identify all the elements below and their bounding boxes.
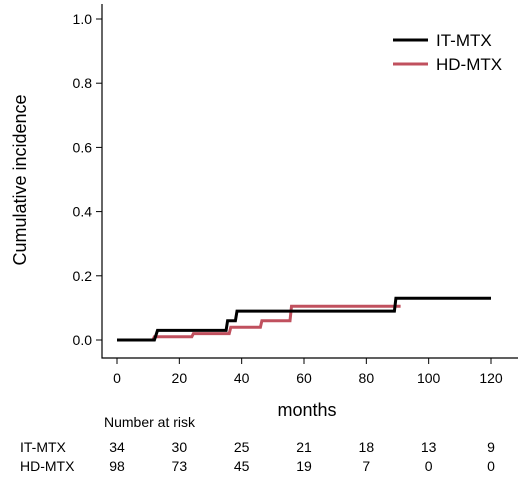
- y-tick-label: 0.4: [73, 204, 93, 220]
- legend-label-hd-mtx: HD-MTX: [436, 55, 502, 74]
- risk-cell-value: 7: [362, 458, 370, 474]
- series-layer: [117, 296, 491, 342]
- risk-cell-value: 34: [109, 439, 125, 455]
- x-tick-label: 80: [359, 370, 375, 386]
- legend-label-it-mtx: IT-MTX: [436, 31, 492, 50]
- risk-cell-value: 45: [234, 458, 250, 474]
- risk-cell-value: 0: [425, 458, 433, 474]
- risk-table-rows: IT-MTX 34 30 25 21 18 13 9 HD-MTX 98 73 45 19 7 0 0: [20, 439, 495, 474]
- x-axis-label: months: [277, 400, 336, 420]
- risk-cell-value: 21: [296, 439, 312, 455]
- series-line-it-mtx: [117, 296, 491, 342]
- risk-cell-value: 19: [296, 458, 312, 474]
- risk-table: Number at risk IT-MTX 34 30 25 21 18 13 9 HD-MTX…: [20, 414, 495, 474]
- y-tick-label: 0.8: [73, 75, 93, 91]
- y-axis-label: Cumulative incidence: [10, 94, 30, 265]
- risk-cell-value: 98: [109, 458, 125, 474]
- risk-cell-value: 73: [172, 458, 188, 474]
- risk-cell-value: 25: [234, 439, 250, 455]
- y-tick-label: 0.0: [73, 332, 93, 348]
- y-tick-label: 0.6: [73, 139, 93, 155]
- risk-cell-value: 18: [359, 439, 375, 455]
- y-tick-label: 0.2: [73, 268, 93, 284]
- plot-border: [101, 4, 518, 359]
- x-tick-label: 20: [172, 370, 188, 386]
- y-axis: 0.0 0.2 0.4 0.6 0.8 1.0: [73, 11, 102, 348]
- x-tick-label: 60: [296, 370, 312, 386]
- risk-table-title: Number at risk: [104, 414, 196, 430]
- y-tick-label: 1.0: [73, 11, 93, 27]
- risk-cell-value: 13: [421, 439, 437, 455]
- risk-cell-value: 0: [487, 458, 495, 474]
- plot-frame: [101, 4, 518, 359]
- risk-row-label: HD-MTX: [20, 458, 75, 474]
- risk-cell-value: 30: [172, 439, 188, 455]
- x-axis: 0 20 40 60 80 100 120: [113, 358, 503, 386]
- risk-cell-value: 9: [487, 439, 495, 455]
- x-tick-label: 100: [417, 370, 441, 386]
- risk-row-label: IT-MTX: [20, 439, 67, 455]
- x-tick-label: 40: [234, 370, 250, 386]
- x-tick-label: 0: [113, 370, 121, 386]
- legend: IT-MTX HD-MTX: [393, 31, 502, 74]
- x-tick-label: 120: [479, 370, 503, 386]
